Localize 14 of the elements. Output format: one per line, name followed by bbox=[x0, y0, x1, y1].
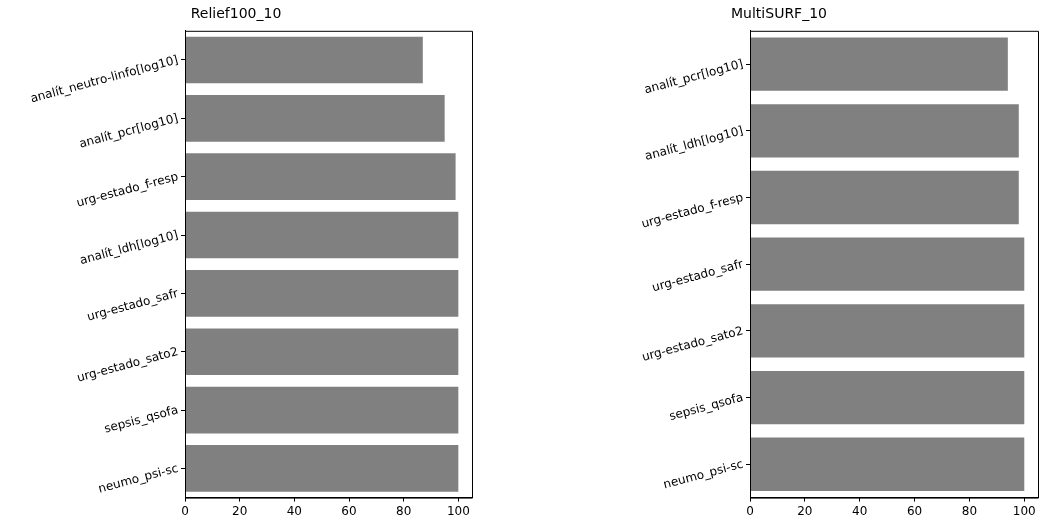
chart-title: MultiSURF_10 bbox=[731, 5, 827, 22]
x-tick-label: 20 bbox=[797, 503, 813, 518]
x-tick-label: 40 bbox=[286, 503, 302, 518]
x-tick-label: 0 bbox=[746, 503, 754, 518]
x-tick-label: 80 bbox=[396, 503, 412, 518]
x-tick-label: 60 bbox=[341, 503, 357, 518]
x-tick-label: 80 bbox=[961, 503, 978, 518]
x-tick-label: 20 bbox=[232, 503, 248, 518]
x-tick-label: 100 bbox=[1012, 503, 1036, 518]
chart-title: Relief100_10 bbox=[190, 5, 282, 22]
x-tick-label: 40 bbox=[852, 503, 868, 518]
x-tick-label: 0 bbox=[181, 503, 189, 518]
x-tick-label: 100 bbox=[446, 503, 470, 518]
x-tick-label: 60 bbox=[906, 503, 923, 518]
